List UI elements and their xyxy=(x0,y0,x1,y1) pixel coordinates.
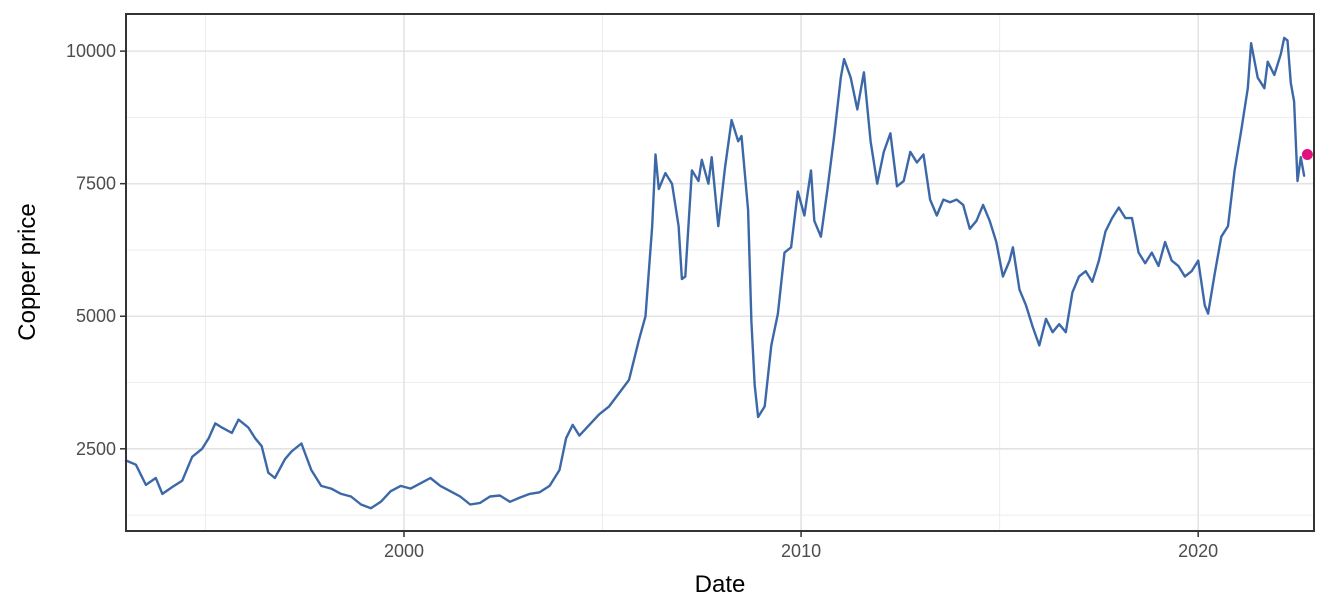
series-line xyxy=(124,36,1306,510)
axis-layer: 2000 2010 2020 2500 5000 7500 10000 xyxy=(66,41,1218,561)
y-tick-label: 10000 xyxy=(66,41,116,61)
x-tick-label: 2010 xyxy=(781,541,821,561)
x-axis-title: Date xyxy=(695,571,746,598)
minor-gridlines xyxy=(126,14,1314,531)
y-tick-label: 7500 xyxy=(76,174,116,194)
major-gridlines xyxy=(126,14,1314,531)
plot-background xyxy=(126,14,1314,531)
data-layer xyxy=(124,36,1313,510)
plot-border xyxy=(125,13,1315,532)
y-axis-title: Copper price xyxy=(14,203,41,340)
x-tick-label: 2020 xyxy=(1178,541,1218,561)
highlight-point xyxy=(1301,149,1313,161)
y-tick-label: 5000 xyxy=(76,306,116,326)
y-tick-label: 2500 xyxy=(76,439,116,459)
x-tick-label: 2000 xyxy=(384,541,424,561)
